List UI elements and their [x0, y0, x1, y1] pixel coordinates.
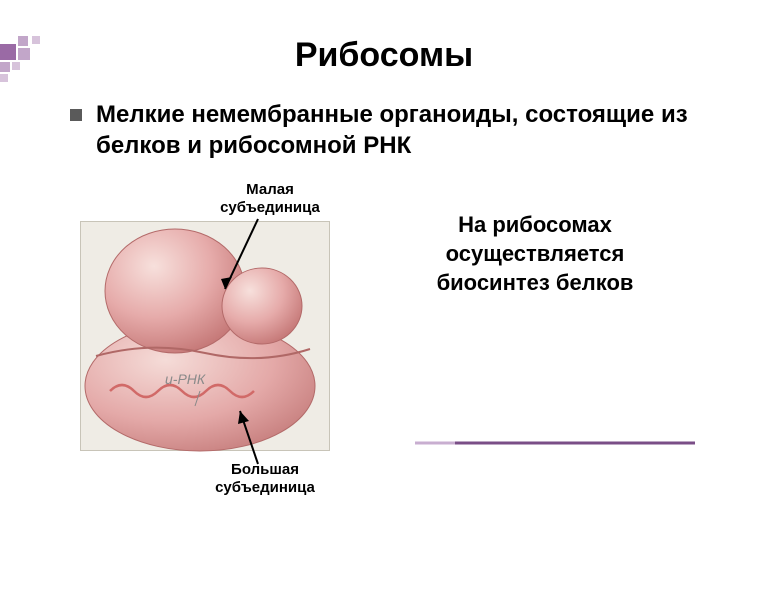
subtitle-text: Мелкие немембранные органоиды, состоящие…	[96, 99, 718, 161]
side-description: На рибосомах осуществляется биосинтез бе…	[395, 211, 675, 297]
underline-decoration	[415, 441, 695, 445]
mrna-label: и-РНК	[165, 371, 205, 387]
corner-decoration	[0, 36, 60, 96]
content-area: Малая субъединица	[0, 181, 768, 541]
slide-title: Рибосомы	[0, 36, 768, 75]
subtitle-block: Мелкие немембранные органоиды, состоящие…	[70, 99, 718, 161]
bullet-icon	[70, 109, 82, 121]
large-subunit-label: Большая субъединица	[200, 461, 330, 497]
